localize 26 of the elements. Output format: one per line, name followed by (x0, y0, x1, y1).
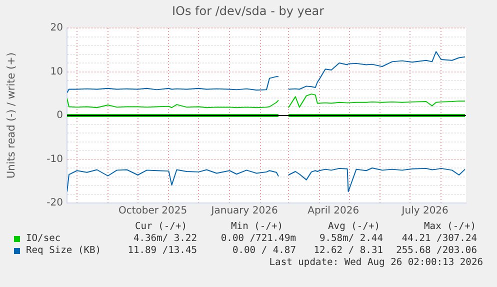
text: Max (-/+) (424, 221, 476, 233)
text: 12.62 / 8.31 (314, 245, 383, 257)
x-tick-label: January 2026 (210, 206, 278, 217)
text: 255.68 /203.06 (396, 245, 477, 257)
text: Cur (-/+) (135, 221, 187, 233)
y-axis-title: Units read (-) / write (+) (6, 52, 18, 179)
chart-title: IOs for /dev/sda - by year (172, 4, 324, 18)
text: 9.58m/ 2.44 (319, 233, 383, 245)
text: Min (-/+) (231, 221, 283, 233)
x-tick-label: October 2025 (118, 206, 188, 217)
y-tick-label: -20 (46, 198, 63, 209)
text: 11.89 /13.45 (128, 245, 197, 257)
legend-label: Req Size (KB) (26, 245, 102, 257)
text: Last update: Wed Aug 26 02:00:13 2026 (269, 257, 483, 269)
x-tick-label: April 2026 (308, 206, 360, 217)
y-tick-label: 10 (50, 66, 63, 78)
x-tick-label: July 2026 (400, 206, 448, 217)
text: 0.00 /721.49m (220, 233, 296, 245)
text: 0.00 / 4.87 (232, 245, 296, 257)
y-tick-label: -10 (46, 154, 63, 165)
y-tick-label: 0 (56, 110, 63, 122)
text: 44.21 /307.24 (402, 233, 477, 245)
text: Avg (-/+) (328, 221, 380, 233)
legend-label: IO/sec (26, 233, 61, 245)
y-tick-label: 20 (50, 22, 63, 34)
text: 4.36m/ 3.22 (133, 233, 197, 245)
